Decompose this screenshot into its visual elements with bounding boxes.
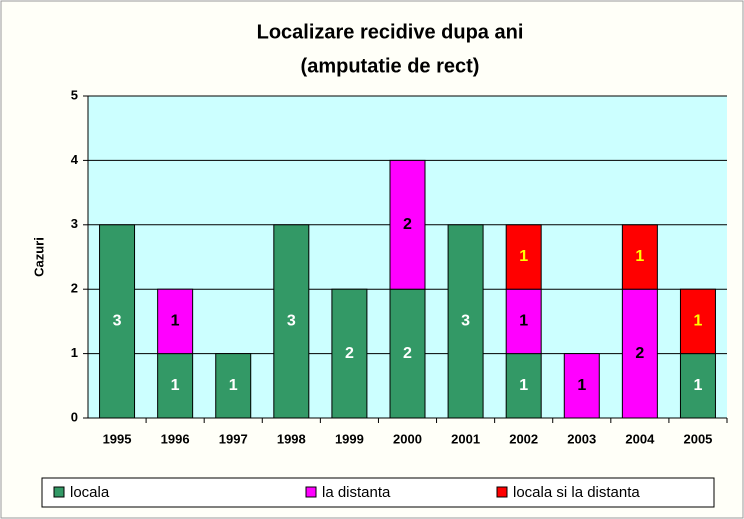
data-label: 1 [519, 313, 528, 330]
legend-label: locala [70, 484, 110, 501]
x-tick-label: 2000 [393, 431, 422, 446]
bar-segment [273, 224, 310, 419]
chart-subtitle: (amputatie de rect) [301, 55, 480, 77]
bar-segment [389, 159, 426, 290]
y-axis-label: Cazuri [31, 237, 46, 277]
x-tick-label: 1996 [161, 431, 190, 446]
bar-segment [447, 224, 484, 419]
legend-label: la distanta [322, 484, 391, 501]
y-tick-label: 2 [71, 281, 78, 296]
data-label: 3 [461, 313, 470, 330]
x-tick-label: 2005 [683, 431, 712, 446]
data-label: 1 [694, 313, 703, 330]
x-tick-label: 2002 [509, 431, 538, 446]
data-label: 1 [171, 313, 180, 330]
chart-title: Localizare recidive dupa ani [257, 21, 524, 43]
data-label: 2 [403, 216, 412, 233]
legend-swatch [496, 486, 508, 498]
bar-segment [389, 288, 426, 419]
data-label: 1 [519, 248, 528, 265]
bar-segment [157, 288, 194, 355]
bar-segment [505, 288, 542, 355]
y-tick-label: 4 [71, 152, 79, 167]
bar-segment [157, 353, 194, 419]
bar-segment [505, 224, 542, 290]
data-label: 1 [577, 377, 586, 394]
bar-segment [563, 353, 600, 419]
bar-segment [331, 288, 368, 419]
x-tick-label: 2004 [625, 431, 655, 446]
legend-label: locala si la distanta [513, 484, 640, 501]
x-tick-label: 1998 [277, 431, 306, 446]
data-label: 1 [635, 248, 644, 265]
x-tick-label: 1995 [103, 431, 132, 446]
x-tick-label: 2001 [451, 431, 480, 446]
x-tick-label: 1997 [219, 431, 248, 446]
y-tick-label: 5 [71, 87, 78, 102]
data-label: 1 [519, 377, 528, 394]
x-tick-label: 2003 [567, 431, 596, 446]
bar-segment [679, 288, 716, 355]
data-label: 1 [694, 377, 703, 394]
data-label: 2 [403, 345, 412, 362]
y-tick-label: 1 [71, 345, 78, 360]
bar-segment [621, 224, 658, 290]
x-tick-label: 1999 [335, 431, 364, 446]
legend-swatch [305, 486, 317, 498]
data-label: 1 [171, 377, 180, 394]
data-label: 3 [287, 313, 296, 330]
data-label: 2 [635, 345, 644, 362]
data-label: 3 [113, 313, 122, 330]
y-tick-label: 0 [71, 409, 78, 424]
legend-box [41, 477, 715, 508]
y-tick-label: 3 [71, 216, 78, 231]
bar-segment [99, 224, 136, 419]
data-label: 2 [345, 345, 354, 362]
data-label: 1 [229, 377, 238, 394]
bar-segment [505, 353, 542, 419]
legend-swatch [53, 486, 65, 498]
